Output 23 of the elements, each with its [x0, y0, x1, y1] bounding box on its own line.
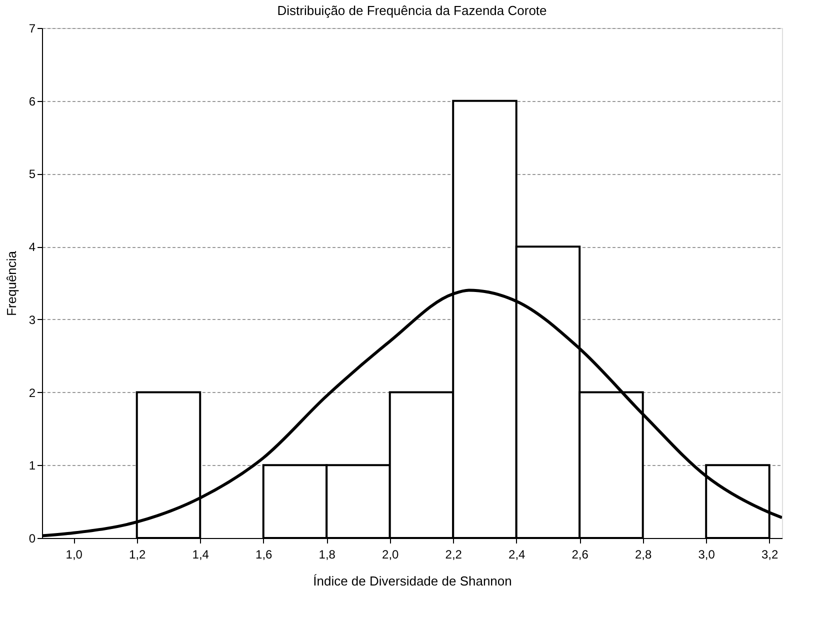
y-tick-label: 7 — [28, 22, 36, 36]
x-tick-label: 2,2 — [445, 548, 462, 562]
x-tick-label: 1,6 — [256, 548, 273, 562]
x-axis-title: Índice de Diversidade de Shannon — [313, 574, 512, 588]
x-tick-label: 3,0 — [698, 548, 716, 562]
x-tick-label: 3,2 — [762, 548, 779, 562]
y-tick-label: 6 — [28, 94, 36, 108]
y-tick-label: 1 — [28, 458, 36, 473]
chart-title: Distribuição de Frequência da Fazenda Corote — [277, 3, 547, 18]
y-tick-label: 5 — [28, 167, 36, 182]
y-tick-label: 4 — [28, 240, 36, 254]
y-axis-title: Frequência — [4, 250, 19, 316]
y-tick-label: 2 — [28, 386, 36, 400]
x-tick-label: 2,6 — [572, 548, 589, 562]
y-tick-label: 0 — [28, 532, 36, 546]
y-tick-label: 3 — [28, 312, 36, 327]
x-tick-label: 1,0 — [66, 548, 83, 562]
x-tick-label: 2,4 — [508, 548, 526, 562]
x-tick-label: 2,8 — [635, 548, 652, 562]
x-tick-label: 1,2 — [129, 548, 146, 562]
x-tick-label: 1,4 — [192, 548, 210, 562]
x-tick-label: 1,8 — [318, 548, 336, 562]
x-tick-label: 2,0 — [382, 548, 400, 562]
